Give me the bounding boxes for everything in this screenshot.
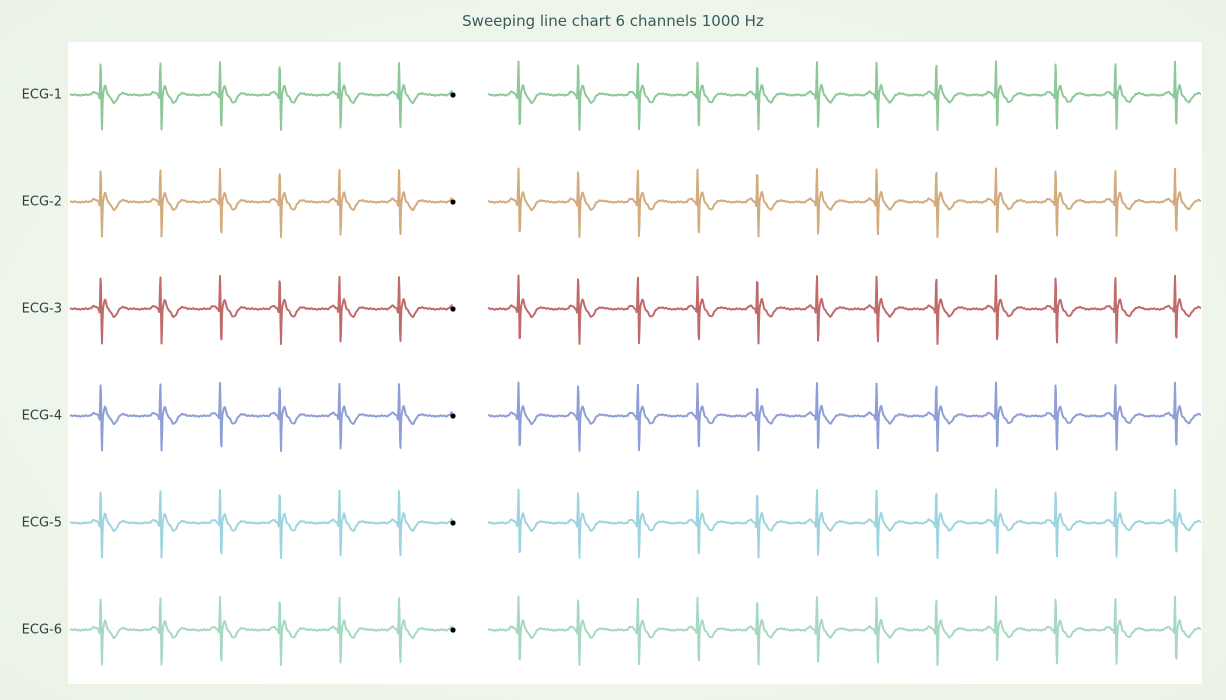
channel-label-ecg-5: ECG-5: [21, 515, 62, 531]
series-line-ecg-1-current: [69, 61, 453, 132]
sweep-head-marker-ecg-2: [450, 199, 456, 205]
sweep-head-marker-ecg-6: [450, 627, 456, 633]
series-line-ecg-2-current: [69, 168, 453, 239]
series-line-ecg-3-current: [69, 275, 453, 346]
series-line-ecg-6-previous: [487, 595, 1202, 667]
channel-label-ecg-4: ECG-4: [21, 408, 62, 424]
sweep-head-marker-ecg-3: [450, 306, 456, 312]
plot-area: [68, 42, 1202, 684]
series-line-ecg-3-previous: [487, 274, 1202, 346]
channel-label-ecg-2: ECG-2: [21, 194, 62, 210]
sweep-head-marker-ecg-4: [450, 413, 456, 419]
sweep-head-marker-ecg-1: [450, 92, 456, 98]
channel-label-ecg-1: ECG-1: [21, 87, 62, 103]
series-line-ecg-1-previous: [487, 60, 1202, 132]
series-line-ecg-4-current: [69, 382, 453, 453]
series-line-ecg-5-previous: [487, 488, 1202, 560]
chart-title: Sweeping line chart 6 channels 1000 Hz: [462, 12, 764, 30]
series-line-ecg-6-current: [69, 596, 453, 667]
channel-label-ecg-3: ECG-3: [21, 301, 62, 317]
sweep-head-marker-ecg-5: [450, 520, 456, 526]
series-line-ecg-2-previous: [487, 167, 1202, 239]
channel-label-ecg-6: ECG-6: [21, 622, 62, 638]
series-line-ecg-4-previous: [487, 381, 1202, 453]
series-line-ecg-5-current: [69, 489, 453, 560]
